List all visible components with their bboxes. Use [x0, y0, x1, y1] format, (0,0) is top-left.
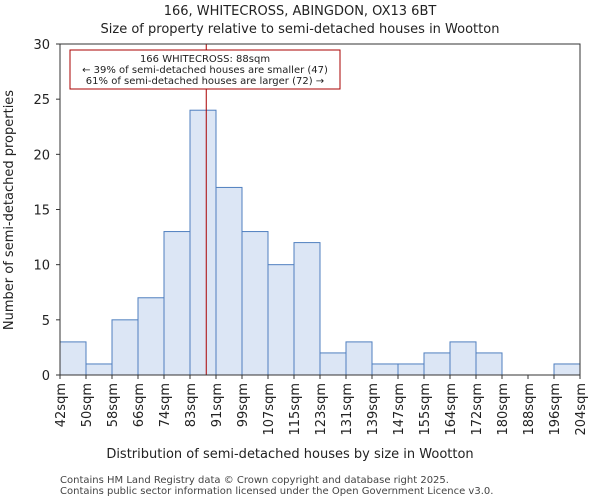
x-tick-label: 91sqm: [210, 383, 225, 427]
annotation-line-1: 166 WHITECROSS: 88sqm: [140, 54, 270, 65]
y-axis-ticks: 0 5 10 15 20 25 30: [33, 38, 60, 384]
x-tick-label: 147sqm: [392, 383, 407, 436]
y-tick-label: 0: [42, 369, 50, 384]
x-tick-label: 99sqm: [236, 383, 251, 427]
bar-91sqm: [215, 186, 243, 376]
x-axis-label: Distribution of semi-detached houses by …: [106, 447, 473, 462]
y-tick-label: 5: [42, 314, 50, 329]
x-tick-label: 204sqm: [574, 383, 589, 436]
plot-frame: [59, 43, 581, 376]
bar-99sqm: [241, 231, 269, 376]
bar-123sqm: [319, 352, 347, 376]
bar-147sqm: [397, 363, 425, 376]
x-tick-label: 83sqm: [184, 383, 199, 427]
footer-copyright: Contains HM Land Registry data © Crown c…: [60, 475, 449, 486]
bar-196sqm: [553, 363, 581, 376]
bar-172sqm: [475, 352, 503, 376]
bar-83sqm: [189, 109, 217, 376]
x-tick-label: 66sqm: [132, 383, 147, 427]
bar-66sqm: [137, 297, 165, 376]
footer-licence: Contains public sector information licen…: [60, 486, 493, 497]
bar-74sqm: [163, 231, 191, 376]
x-tick-label: 155sqm: [418, 383, 433, 436]
annotation-line-3: 61% of semi-detached houses are larger (…: [86, 76, 324, 87]
y-tick-label: 30: [33, 38, 50, 53]
y-tick-label: 20: [33, 148, 50, 163]
x-tick-label: 107sqm: [262, 383, 277, 436]
x-tick-label: 180sqm: [496, 383, 511, 436]
bar-42sqm: [59, 341, 87, 376]
x-tick-label: 196sqm: [548, 383, 563, 436]
annotation-line-2: ← 39% of semi-detached houses are smalle…: [82, 65, 328, 76]
bar-131sqm: [345, 341, 373, 376]
bar-group: [59, 109, 581, 376]
x-tick-label: 139sqm: [366, 383, 381, 436]
x-tick-label: 115sqm: [288, 383, 303, 436]
y-tick-label: 25: [33, 93, 50, 108]
y-tick-label: 10: [33, 259, 50, 274]
x-tick-label: 58sqm: [106, 383, 121, 427]
x-tick-label: 131sqm: [340, 383, 355, 436]
x-tick-label: 123sqm: [314, 383, 329, 436]
x-tick-label: 50sqm: [80, 383, 95, 427]
x-tick-label: 164sqm: [444, 383, 459, 436]
bar-115sqm: [293, 242, 321, 376]
y-tick-label: 15: [33, 204, 50, 219]
bar-50sqm: [85, 363, 113, 376]
x-tick-label: 172sqm: [470, 383, 485, 436]
annotation-box: [69, 49, 341, 90]
chart-title: 166, WHITECROSS, ABINGDON, OX13 6BT: [164, 4, 437, 19]
x-axis-ticks: 42sqm 50sqm 58sqm 66sqm 74sqm 83sqm 91sqm 99sqm…: [54, 375, 589, 436]
x-tick-label: 74sqm: [158, 383, 173, 427]
bar-107sqm: [267, 264, 295, 376]
bar-139sqm: [371, 363, 399, 376]
bar-155sqm: [423, 352, 451, 376]
bar-164sqm: [449, 341, 477, 376]
bar-58sqm: [111, 319, 139, 376]
x-tick-label: 42sqm: [54, 383, 69, 427]
chart-subtitle: Size of property relative to semi-detach…: [101, 22, 500, 37]
x-tick-label: 188sqm: [522, 383, 537, 436]
y-axis-label: Number of semi-detached properties: [2, 90, 17, 330]
